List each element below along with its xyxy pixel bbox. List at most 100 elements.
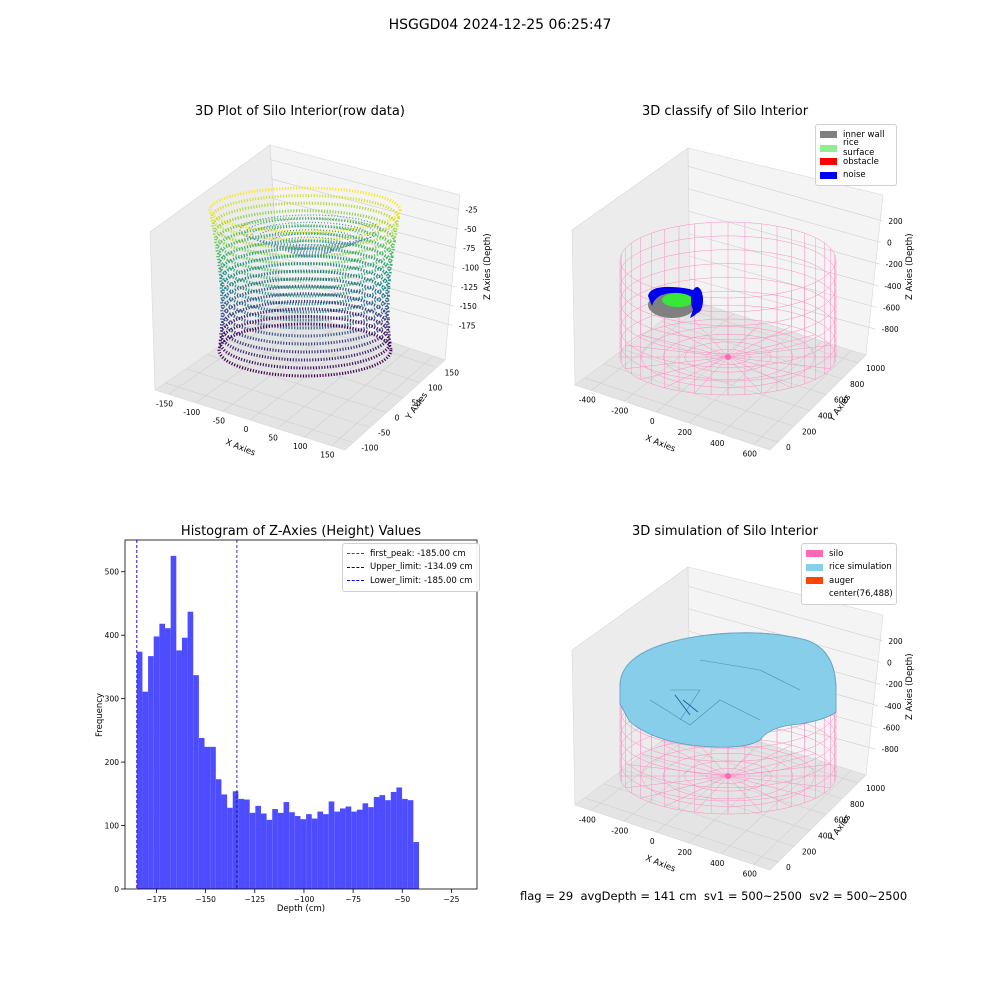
- silo-spoke: [727, 775, 792, 807]
- silo-floor-ring: [684, 341, 772, 373]
- x-tick-label: -400: [579, 815, 596, 824]
- silo-spoke: [625, 345, 729, 358]
- grid-line: [165, 382, 354, 443]
- silo-floor-ring: [706, 768, 750, 784]
- silo-spoke: [640, 356, 729, 380]
- grid-line: [274, 275, 453, 326]
- raw-plot-title: 3D Plot of Silo Interior(row data): [195, 104, 405, 119]
- y-tick-label: 0: [395, 414, 400, 423]
- grid-line: [168, 308, 292, 395]
- grid-line: [584, 797, 779, 863]
- grid-line: [622, 769, 811, 831]
- histogram-bars: [136, 555, 419, 889]
- histogram-bar: [407, 800, 414, 889]
- top-ring: [239, 214, 381, 246]
- grid-line: [276, 340, 387, 429]
- point-ring: [218, 314, 392, 370]
- z-tick-label: 200: [888, 217, 903, 226]
- histogram-bar: [187, 611, 194, 889]
- legend-swatch: [806, 591, 823, 598]
- x-tick-label: -200: [611, 406, 628, 415]
- point-ring: [215, 224, 395, 274]
- grid-line: [656, 742, 764, 833]
- x-tick-label: 150: [320, 451, 335, 460]
- histogram-bar: [221, 794, 228, 889]
- simulation-x-label: X Axies: [644, 854, 677, 875]
- x-tick-label: −25: [444, 895, 460, 904]
- grid-line: [753, 350, 852, 445]
- silo-spoke: [727, 320, 762, 358]
- grid-line: [688, 585, 883, 642]
- figure-title: HSGGD04 2024-12-25 06:25:47: [388, 17, 612, 33]
- histogram-title: Histogram of Z-Axies (Height) Values: [180, 524, 422, 539]
- point-ring: [208, 186, 402, 234]
- histogram-bar: [413, 842, 419, 889]
- silo-spoke: [727, 739, 762, 777]
- histogram-bar: [402, 798, 408, 889]
- y-tick-label: 800: [850, 380, 865, 389]
- y-tick-label: 50: [411, 399, 421, 408]
- y-tick-label: 300: [105, 695, 120, 704]
- silo-spoke: [625, 356, 729, 369]
- point-ring: [219, 262, 391, 314]
- histogram-bar: [323, 814, 329, 889]
- z-tick-label: 0: [887, 659, 892, 668]
- silo-spoke: [664, 775, 729, 807]
- silo-spoke: [727, 326, 792, 358]
- y-tick-label: 400: [105, 631, 120, 640]
- histogram-y-label: Frequency: [95, 693, 105, 737]
- classify-silo-wireframe: [619, 221, 837, 396]
- top-ring: [293, 247, 327, 258]
- point-ring: [219, 254, 391, 306]
- grid-line: [689, 278, 876, 330]
- legend-swatch: [806, 563, 823, 571]
- legend-entry-obstacle: obstacle: [820, 155, 892, 169]
- silo-spoke: [727, 775, 762, 813]
- x-tick-label: -100: [183, 408, 200, 417]
- point-ring: [220, 277, 390, 330]
- y-tick-label: 600: [834, 396, 849, 405]
- histogram-bar: [373, 796, 380, 889]
- x-tick-label: −75: [345, 895, 361, 904]
- silo-spoke: [727, 775, 831, 788]
- y-tick-label: 0: [786, 863, 791, 872]
- histogram-bar: [249, 812, 256, 889]
- point-ring: [219, 299, 391, 354]
- histogram-bar: [176, 650, 182, 889]
- grid-line: [680, 306, 859, 364]
- y-tick-label: 400: [818, 411, 833, 420]
- histogram-bar: [306, 814, 312, 889]
- point-ring: [217, 239, 393, 290]
- x-tick-label: 200: [678, 848, 693, 857]
- grid-line: [688, 165, 883, 222]
- y-tick-label: 1000: [866, 784, 885, 793]
- histogram-bar: [277, 812, 284, 889]
- silo-spoke: [694, 356, 729, 394]
- point-ring: [220, 284, 390, 338]
- grid-line: [721, 761, 823, 854]
- x-tick-label: 600: [743, 450, 758, 459]
- x-tick-label: −125: [244, 895, 265, 904]
- z-tick-label: -175: [459, 321, 476, 330]
- histogram-bar: [227, 807, 233, 889]
- z-tick-label: -200: [886, 680, 903, 689]
- grid-line: [641, 755, 827, 815]
- histogram-bar: [345, 806, 352, 889]
- histogram-bar: [339, 808, 346, 889]
- x-tick-label: 600: [743, 870, 758, 879]
- x-tick-label: −100: [294, 895, 315, 904]
- silo-spoke: [727, 745, 792, 777]
- histogram-bar: [215, 779, 222, 889]
- silo-center: [725, 773, 731, 779]
- point-ring: [219, 307, 391, 362]
- point-ring: [214, 216, 396, 266]
- silo-floor-ring: [641, 326, 815, 388]
- silo-spoke: [640, 775, 729, 799]
- z-tick-label: -50: [464, 225, 476, 234]
- z-tick-label: -800: [882, 325, 899, 334]
- histogram-bar: [198, 737, 205, 889]
- legend-entry-rice-simulation: rice simulation: [806, 561, 892, 575]
- top-ring: [281, 240, 339, 255]
